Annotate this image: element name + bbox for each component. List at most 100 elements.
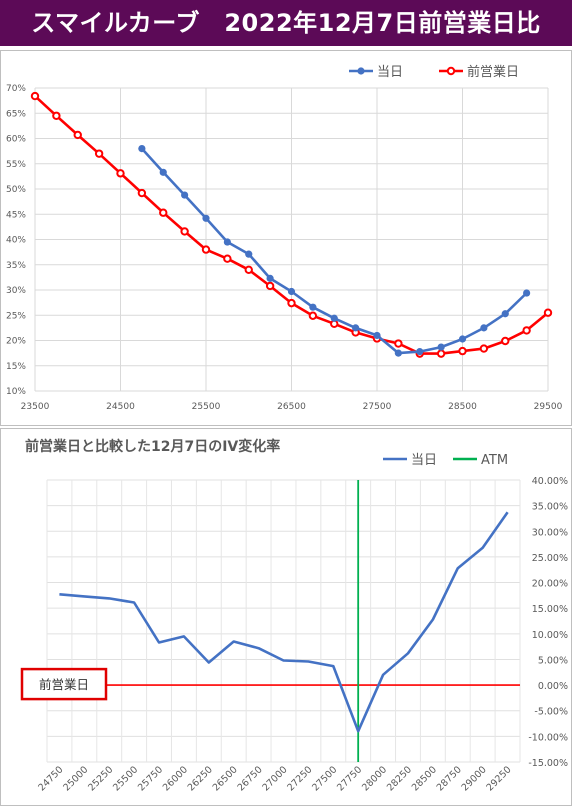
x-tick-label: 25250 [86,764,115,793]
x-tick-label: 28000 [360,764,389,793]
data-point [223,254,232,263]
data-point [287,287,296,296]
x-tick-label: 24750 [36,764,65,793]
data-point [437,343,445,351]
data-point [30,91,40,101]
x-tick-label: 27500 [310,764,339,793]
x-tick-label: 25500 [111,764,140,793]
x-tick-label: 26250 [186,764,215,793]
data-point [159,208,168,217]
iv-change-panel: 前営業日と比較した12月7日のIV変化率 40.00% 35.00% 30.00% 25… [0,428,572,806]
legend-label: 当日 [411,453,437,468]
page-title: スマイルカーブ 2022年12月7日前営業日比 [31,9,541,37]
data-point [94,149,104,158]
data-point [543,308,553,317]
y-tick-label: 65% [6,109,26,119]
x-tick-label: 27750 [335,764,364,793]
y-tick-label: 15% [6,362,26,372]
y-tick-label: -5.00% [534,707,568,718]
y-tick-label: 20% [6,337,26,347]
data-point [201,245,211,254]
x-tick-label: 26500 [211,764,240,793]
reference-label: 前営業日 [39,677,89,692]
series-line [59,511,509,733]
y-tick-label: 25.00% [532,553,568,564]
y-tick-label: 15.00% [532,604,568,615]
data-point [181,191,189,199]
data-point [523,289,531,297]
y-tick-label: 50% [6,185,26,195]
x-tick-label: 28250 [385,764,414,793]
data-point [223,238,231,246]
x-tick-label: 26500 [277,402,306,412]
reference-label-box [20,667,108,701]
data-point [244,265,253,275]
data-point [416,348,424,356]
data-point [480,324,488,332]
x-tick-label: 27250 [285,764,314,793]
data-point [180,227,189,236]
y-tick-label: 25% [6,311,26,321]
data-point [73,130,82,140]
y-tick-label: 0.00% [538,681,568,692]
y-tick-label: 45% [6,210,26,220]
x-tick-label: 24500 [106,402,135,412]
data-point [436,349,446,358]
legend-marker [357,67,365,75]
y-tick-label: 35% [6,261,26,271]
data-point [309,303,317,311]
x-tick-label: 29250 [485,764,514,793]
x-tick-label: 25750 [136,764,165,793]
smile-curve-chart: 10% 15% 20% 25% 30% 35% 40% 45% 50% 55% 60% 65% 70% 2… [6,64,563,412]
data-point [266,274,274,282]
y-tick-label: -10.00% [528,732,568,743]
x-tick-label: 29000 [460,764,489,793]
data-point [138,145,146,153]
y-tick-label: 20.00% [532,579,568,590]
legend-label: 前営業日 [467,64,519,80]
y-tick-label: 35.00% [532,502,568,513]
iv-change-chart: 前営業日と比較した12月7日のIV変化率 40.00% 35.00% 30.00% 25… [20,438,568,794]
legend-label: 当日 [377,65,403,80]
data-point [479,344,489,353]
x-tick-label: 23500 [21,402,50,412]
data-point [52,111,61,120]
y-tick-label: 30% [6,286,26,296]
y-tick-label: 10% [6,387,26,397]
data-point [373,331,381,340]
legend-marker [446,66,456,76]
y-tick-label: 70% [6,84,26,94]
x-tick-label: 26750 [236,764,265,793]
title-bar: スマイルカーブ 2022年12月7日前営業日比 [0,0,572,46]
y-tick-label: 40% [6,236,26,246]
data-point [330,314,338,322]
x-tick-label: 25500 [192,402,221,412]
data-point [394,349,402,357]
data-point [458,346,467,356]
y-tick-label: 40.00% [532,476,568,487]
data-point [265,281,275,291]
x-tick-label: 27000 [260,764,289,793]
x-tick-label: 28750 [435,764,464,793]
data-point [137,188,147,198]
smile-curve-panel: 10% 15% 20% 25% 30% 35% 40% 45% 50% 55% 60% 65% 70% 2… [0,50,572,426]
data-point [501,336,510,346]
data-point [394,339,403,348]
data-point [159,168,167,176]
data-point [501,310,509,318]
y-tick-label: 10.00% [532,630,568,641]
data-point [116,169,125,178]
data-point [287,298,296,308]
chart-title: 前営業日と比較した12月7日のIV変化率 [25,438,280,455]
y-tick-label: -15.00% [528,758,568,769]
x-tick-label: 28500 [410,764,439,793]
x-tick-label: 25000 [61,764,90,793]
y-tick-label: 5.00% [538,655,568,666]
data-point [458,335,467,343]
data-point [308,311,318,320]
legend-label: ATM [481,453,508,468]
y-tick-label: 55% [6,160,26,170]
x-tick-label: 26000 [161,764,190,793]
data-point [245,250,253,258]
data-point [352,324,360,332]
